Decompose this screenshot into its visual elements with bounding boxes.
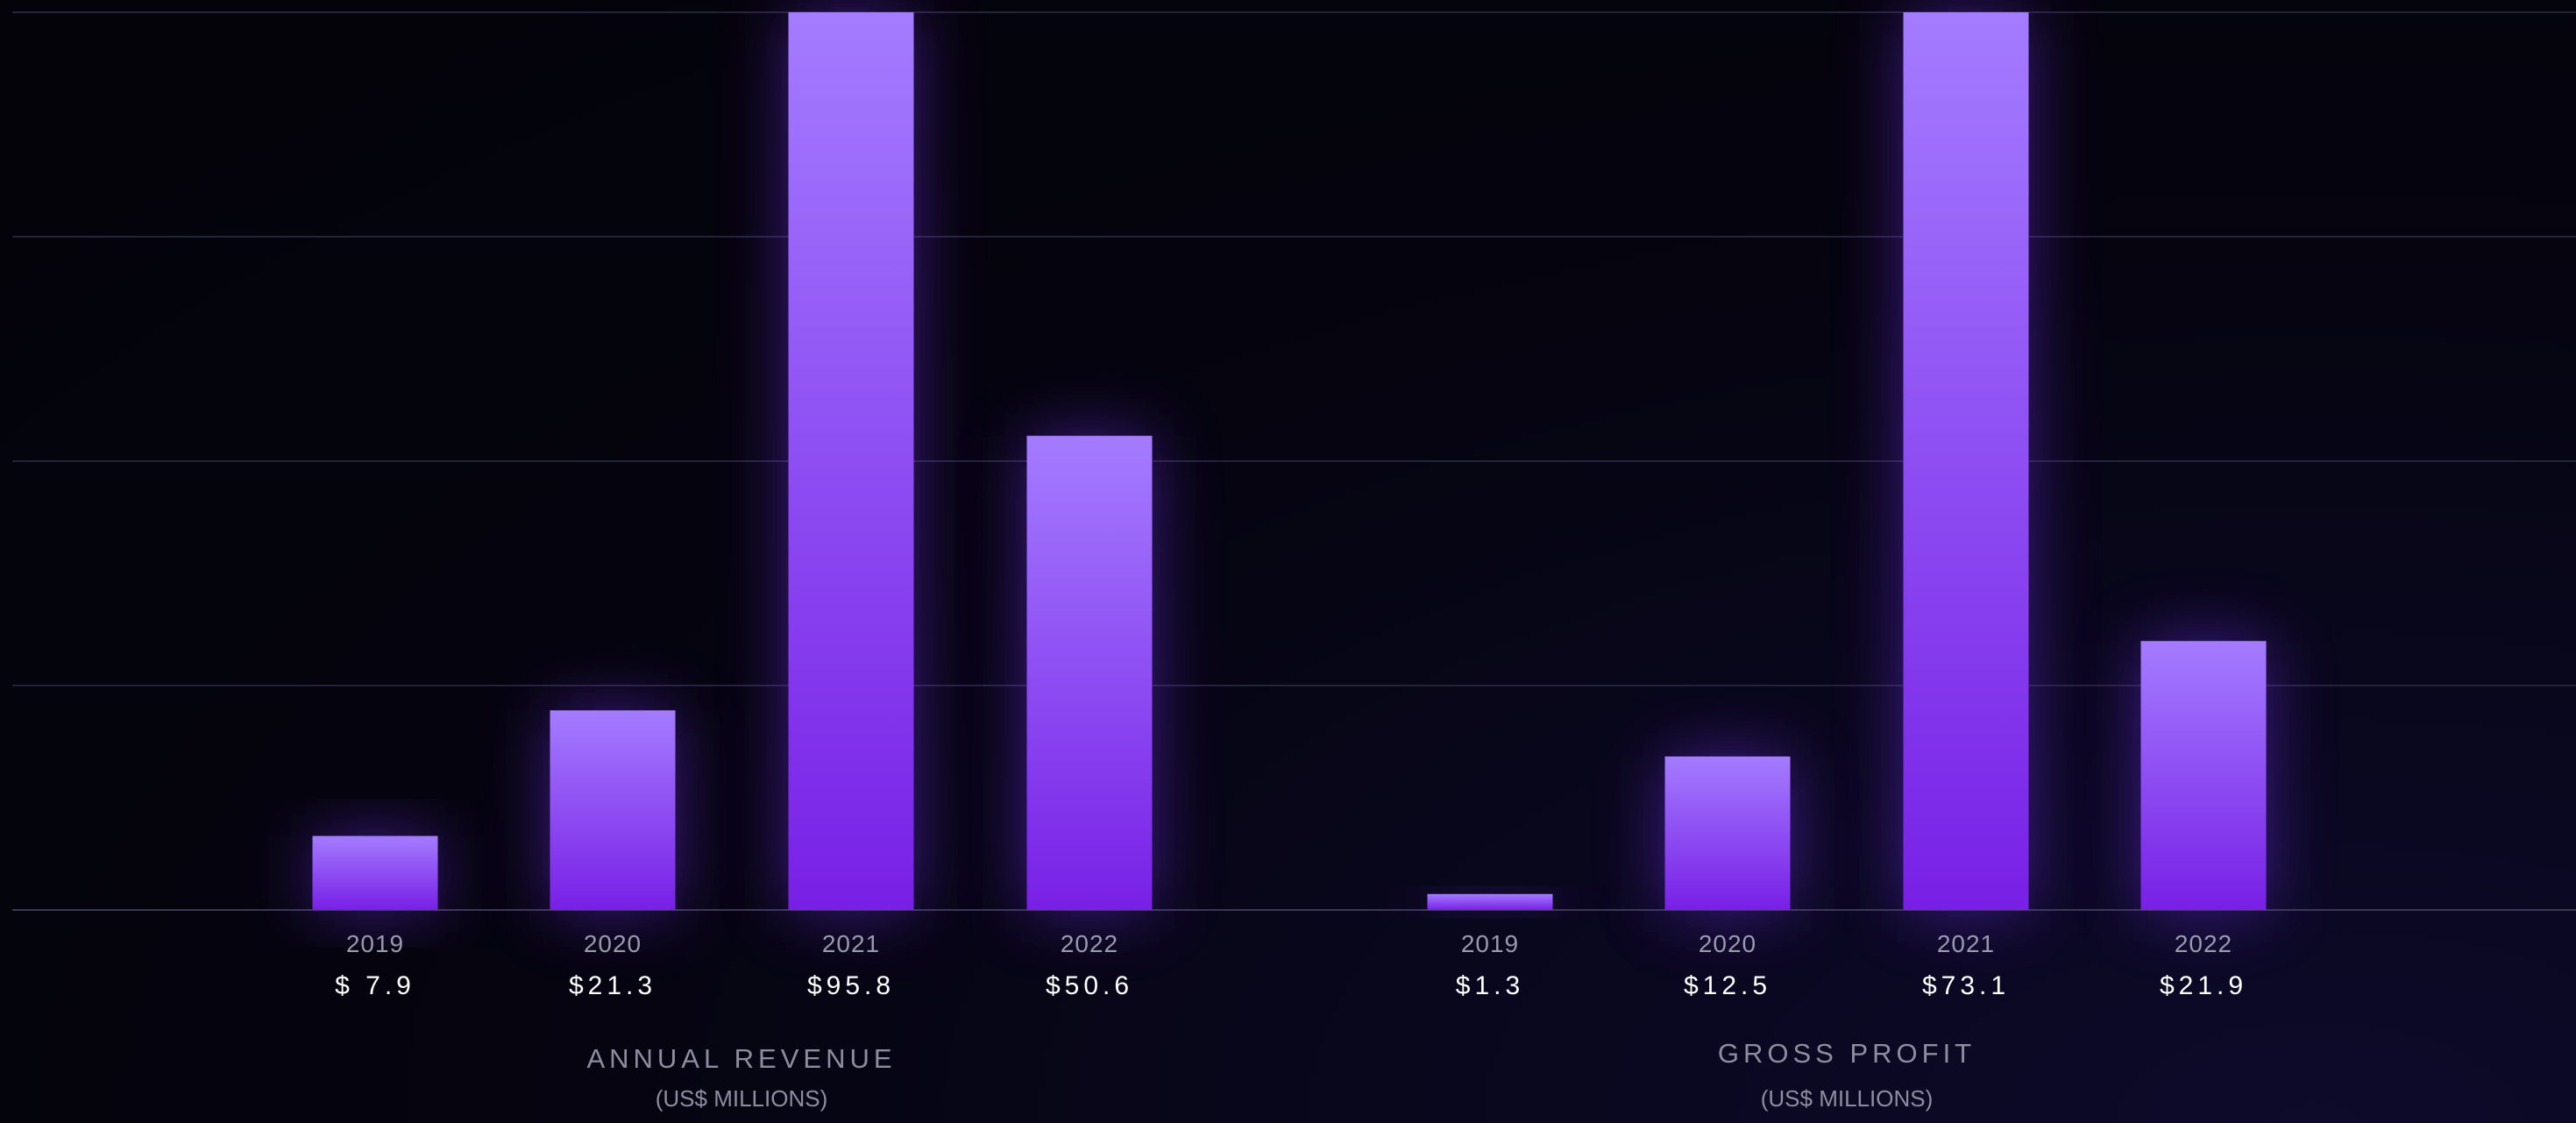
year-label: 2020 bbox=[584, 930, 642, 957]
bar-revenue-2019 bbox=[312, 835, 438, 910]
bars bbox=[312, 12, 2267, 910]
value-label: $21.9 bbox=[2160, 971, 2247, 1000]
bar-revenue-2021 bbox=[788, 12, 914, 910]
bar-profit-2019 bbox=[1427, 893, 1553, 910]
value-label: $50.6 bbox=[1046, 971, 1133, 1000]
year-label: 2020 bbox=[1699, 930, 1756, 957]
chart-subtitle: (US$ MILLIONS) bbox=[1761, 1085, 1934, 1112]
year-label: 2021 bbox=[822, 930, 880, 957]
value-label: $ 7.9 bbox=[335, 971, 415, 1000]
bar-profit-2020 bbox=[1664, 756, 1791, 910]
value-label: $73.1 bbox=[1922, 971, 2010, 1000]
year-label: 2021 bbox=[1937, 930, 1995, 957]
chart-title: ANNUAL REVENUE bbox=[586, 1043, 896, 1074]
value-label: $1.3 bbox=[1456, 971, 1524, 1000]
labels: 2019 $ 7.9 2020 $21.3 2021 $95.8 2022 $50.6 ANNU… bbox=[335, 930, 2247, 1112]
value-label: $95.8 bbox=[807, 971, 895, 1000]
chart-title: GROSS PROFIT bbox=[1718, 1038, 1976, 1069]
bar-profit-2022 bbox=[2140, 641, 2267, 910]
value-label: $21.3 bbox=[569, 971, 656, 1000]
bar-revenue-2022 bbox=[1026, 436, 1153, 910]
bar-profit-2021 bbox=[1903, 12, 2029, 910]
year-label: 2022 bbox=[1061, 930, 1118, 957]
chart-subtitle: (US$ MILLIONS) bbox=[656, 1085, 828, 1112]
bar-revenue-2020 bbox=[550, 710, 676, 910]
year-label: 2019 bbox=[1461, 930, 1519, 957]
year-label: 2019 bbox=[346, 930, 404, 957]
value-label: $12.5 bbox=[1684, 971, 1771, 1000]
year-label: 2022 bbox=[2175, 930, 2232, 957]
